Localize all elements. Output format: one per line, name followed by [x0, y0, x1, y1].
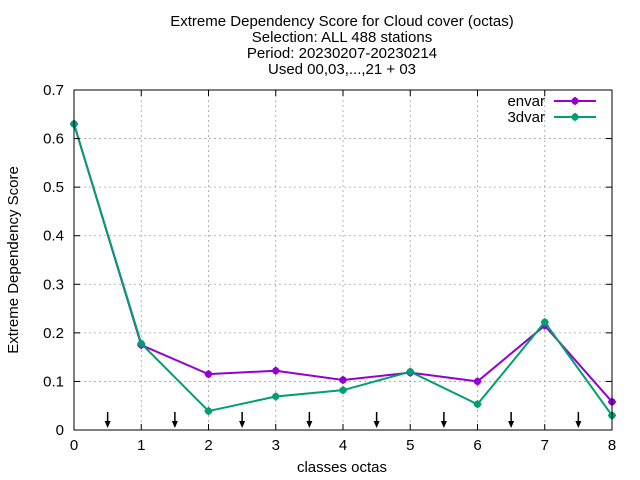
series-3dvar	[70, 120, 616, 420]
x-tick-label: 8	[608, 437, 616, 454]
y-tick-label: 0.4	[43, 228, 64, 245]
arrow-icon-head	[171, 421, 178, 428]
y-axis-label: Extreme Dependency Score	[5, 166, 22, 354]
chart-subtitle-selection: Selection: ALL 488 stations	[252, 29, 432, 46]
y-tick-label: 0.2	[43, 325, 64, 342]
x-tick-label: 1	[137, 437, 145, 454]
legend-label: 3dvar	[507, 109, 545, 126]
legend-label: envar	[507, 93, 545, 110]
x-tick-label: 7	[541, 437, 549, 454]
arrow-icon-head	[575, 421, 582, 428]
y-tick-label: 0.6	[43, 131, 64, 148]
arrow-icon-head	[104, 421, 111, 428]
grid-lines	[74, 90, 612, 430]
x-tick-label: 5	[406, 437, 414, 454]
x-tick-label: 2	[204, 437, 212, 454]
y-tick-label: 0.5	[43, 179, 64, 196]
arrow-icon-head	[306, 421, 313, 428]
x-axis-label: classes octas	[297, 459, 387, 476]
chart-subtitle-used: Used 00,03,...,21 + 03	[268, 61, 416, 78]
y-tick-label: 0.7	[43, 82, 64, 99]
series-envar	[70, 120, 616, 406]
axis-ticks: 0 1 2 3 4 5 6 7 8 0 0.1 0.2 0.3 0.4 0.5 0.6 0.7	[43, 82, 616, 454]
arrow-icon-head	[239, 421, 246, 428]
chart-title-block: Extreme Dependency Score for Cloud cover…	[170, 13, 513, 78]
x-tick-label: 0	[70, 437, 78, 454]
x-tick-label: 6	[473, 437, 481, 454]
x-tick-label: 4	[339, 437, 347, 454]
arrow-icon-head	[440, 421, 447, 428]
arrow-markers	[104, 412, 582, 428]
x-tick-label: 3	[272, 437, 280, 454]
y-tick-label: 0	[56, 422, 64, 439]
chart-title: Extreme Dependency Score for Cloud cover…	[170, 13, 513, 30]
y-tick-label: 0.1	[43, 373, 64, 390]
chart-subtitle-period: Period: 20230207-20230214	[247, 45, 437, 62]
y-tick-label: 0.3	[43, 276, 64, 293]
arrow-icon-head	[373, 421, 380, 428]
arrow-icon-head	[508, 421, 515, 428]
series-layer	[70, 120, 616, 420]
